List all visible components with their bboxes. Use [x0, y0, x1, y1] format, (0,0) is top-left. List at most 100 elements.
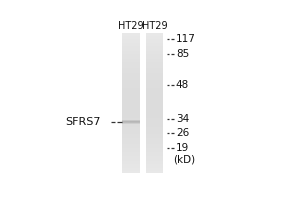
Bar — [122, 155, 140, 156]
Bar — [146, 60, 163, 61]
Bar — [122, 166, 140, 168]
Bar — [146, 80, 163, 81]
Bar — [146, 159, 163, 161]
Bar — [122, 135, 140, 136]
Bar — [122, 114, 140, 115]
Bar — [122, 45, 140, 46]
Bar — [146, 134, 163, 135]
Bar — [146, 72, 163, 73]
Text: 85: 85 — [176, 49, 189, 59]
Bar — [122, 118, 140, 120]
Text: 19: 19 — [176, 143, 189, 153]
Bar — [122, 73, 140, 74]
Text: 34: 34 — [176, 114, 189, 124]
Bar — [146, 127, 163, 128]
Bar — [146, 165, 163, 166]
Bar — [146, 83, 163, 85]
Bar — [122, 162, 140, 163]
Bar — [146, 52, 163, 53]
Bar — [122, 164, 140, 165]
Bar — [122, 138, 140, 140]
Bar — [122, 142, 140, 143]
Text: HT29: HT29 — [142, 21, 168, 31]
Bar — [122, 100, 140, 101]
Bar — [146, 101, 163, 102]
Bar — [122, 94, 140, 95]
Text: 117: 117 — [176, 34, 196, 44]
Bar — [146, 113, 163, 114]
Bar — [146, 123, 163, 124]
Bar — [122, 171, 140, 172]
Bar — [122, 90, 140, 92]
Bar — [146, 78, 163, 79]
Bar — [146, 144, 163, 145]
Bar — [122, 37, 140, 38]
Bar — [122, 85, 140, 86]
Bar — [122, 48, 140, 50]
Bar — [146, 154, 163, 155]
Bar — [146, 90, 163, 92]
Bar — [122, 159, 140, 161]
Bar — [122, 72, 140, 73]
Bar — [146, 131, 163, 133]
Bar — [122, 51, 140, 52]
Bar — [146, 45, 163, 46]
Bar — [146, 92, 163, 93]
Bar — [146, 150, 163, 151]
Bar — [122, 57, 140, 58]
Bar — [122, 131, 140, 133]
Bar — [122, 89, 140, 90]
Bar — [122, 87, 140, 88]
Bar — [122, 109, 140, 110]
Bar — [122, 116, 140, 117]
Bar — [122, 129, 140, 130]
Bar — [146, 39, 163, 40]
Bar — [122, 101, 140, 102]
Bar — [146, 33, 163, 34]
Bar — [122, 127, 140, 128]
Bar — [122, 122, 140, 123]
Bar — [122, 120, 140, 121]
Bar — [146, 117, 163, 118]
Bar — [146, 94, 163, 95]
Bar — [122, 169, 140, 170]
Bar — [146, 69, 163, 71]
Bar — [122, 141, 140, 142]
Bar — [146, 65, 163, 66]
Bar — [122, 168, 140, 169]
Bar — [146, 137, 163, 138]
Bar — [146, 43, 163, 44]
Bar — [122, 161, 140, 162]
Bar — [122, 121, 140, 122]
Bar — [122, 104, 140, 106]
Bar — [122, 124, 140, 125]
Bar — [122, 41, 140, 43]
Bar — [146, 46, 163, 47]
Bar — [146, 38, 163, 39]
Bar — [122, 172, 140, 173]
Bar — [122, 80, 140, 81]
Bar — [146, 89, 163, 90]
Bar — [146, 68, 163, 69]
Bar — [122, 43, 140, 44]
Bar — [146, 36, 163, 37]
Bar — [122, 145, 140, 147]
Bar — [146, 62, 163, 64]
Text: SFRS7: SFRS7 — [65, 117, 100, 127]
Bar — [146, 73, 163, 74]
Bar — [146, 81, 163, 82]
Bar — [122, 147, 140, 148]
Bar — [122, 75, 140, 76]
Bar — [122, 152, 140, 154]
Bar — [122, 39, 140, 40]
Bar — [122, 38, 140, 39]
Bar — [146, 152, 163, 154]
Bar — [146, 149, 163, 150]
Bar — [122, 36, 140, 37]
Bar — [122, 111, 140, 113]
Bar — [122, 82, 140, 83]
Bar — [146, 124, 163, 125]
Text: 48: 48 — [176, 80, 189, 90]
Bar — [122, 47, 140, 48]
Bar — [146, 54, 163, 55]
